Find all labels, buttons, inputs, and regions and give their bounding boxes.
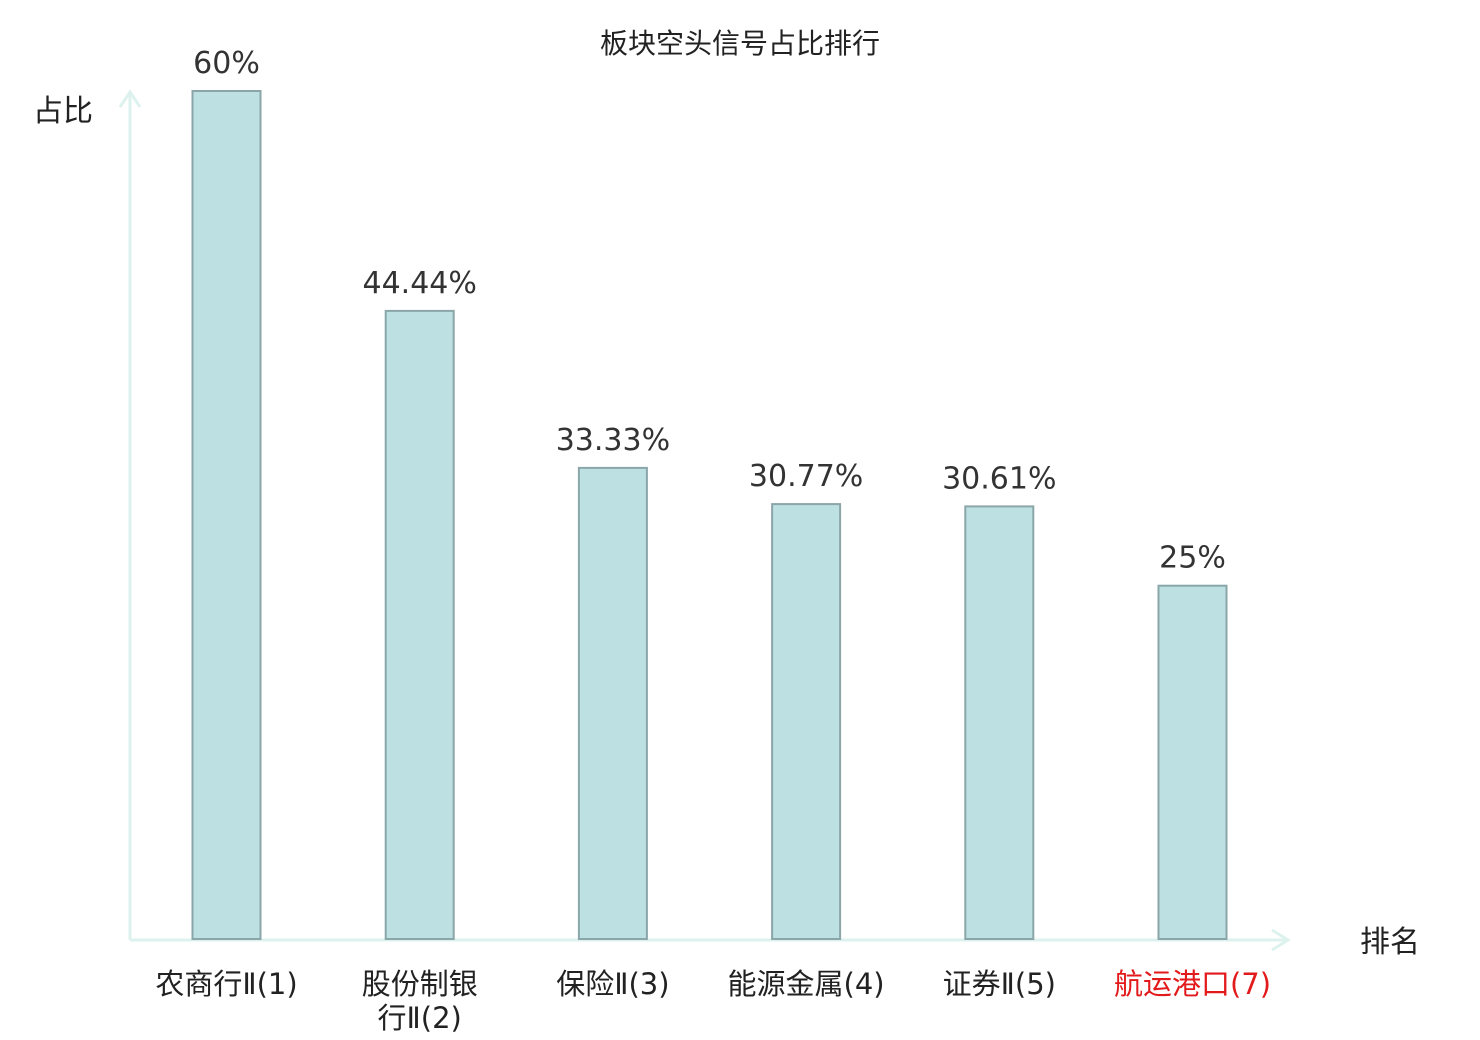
bars-group: [191, 90, 1228, 940]
bar-value-label: 25%: [1159, 541, 1226, 576]
bar: [964, 505, 1035, 940]
x-tick-label: 航运港口(7): [1114, 967, 1271, 1001]
bar: [384, 309, 455, 940]
x-axis-arrow: [1271, 928, 1291, 952]
x-tick-label: 能源金属(4): [728, 967, 885, 1001]
x-axis-label: 排名: [1360, 925, 1420, 960]
bar: [577, 466, 648, 940]
bar: [1157, 584, 1228, 940]
bar: [191, 90, 262, 940]
bar-value-label: 30.77%: [749, 459, 863, 494]
bar-value-label: 30.61%: [942, 461, 1056, 496]
x-tick-label: 股份制银: [362, 967, 478, 1001]
value-labels-group: 60% 44.44% 33.33% 30.77% 30.61% 25%: [193, 46, 1226, 576]
x-tick-label: 农商行Ⅱ(1): [155, 967, 297, 1001]
x-tick-label: 证券Ⅱ(5): [943, 967, 1056, 1001]
chart-title: 板块空头信号占比排行: [600, 27, 880, 60]
bar-value-label: 60%: [193, 46, 260, 81]
bar-value-label: 44.44%: [363, 266, 477, 301]
bar: [771, 503, 842, 940]
x-tick-label: 行Ⅱ(2): [378, 1001, 462, 1035]
y-axis-arrow: [118, 89, 142, 108]
x-tick-label: 保险Ⅱ(3): [556, 967, 669, 1001]
bar-value-label: 33.33%: [556, 423, 670, 458]
y-axis-label: 占比: [33, 94, 93, 129]
